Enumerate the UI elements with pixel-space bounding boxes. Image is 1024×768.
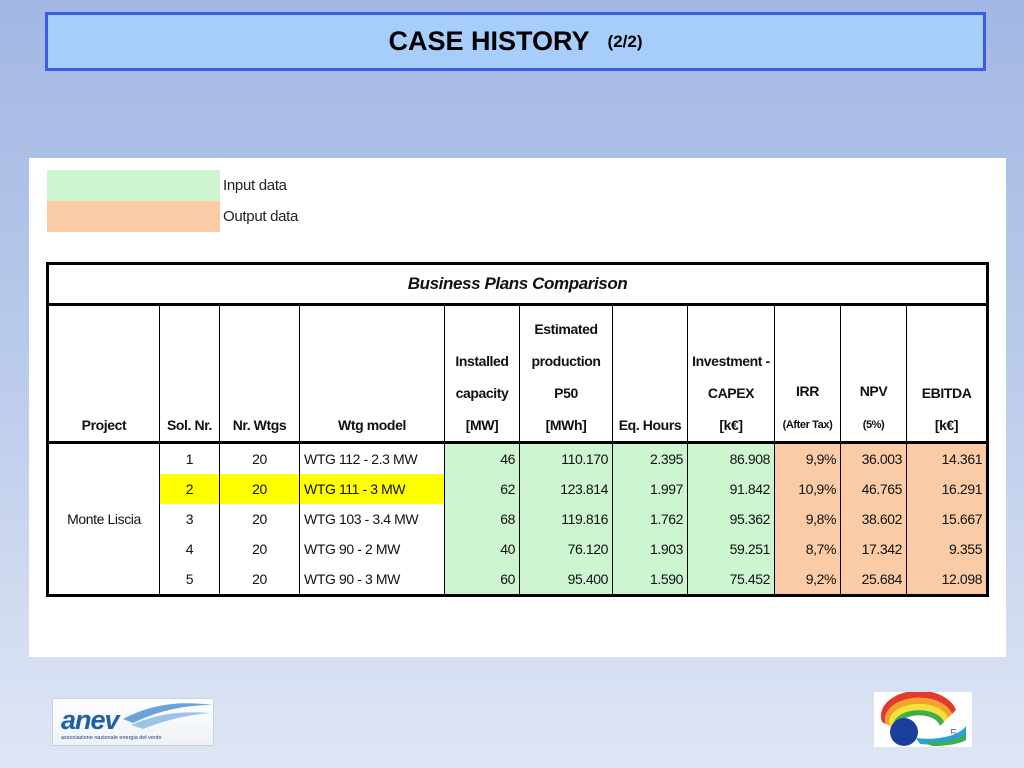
cell-npv: 25.684 [840, 564, 907, 596]
cell-capex: 59.251 [687, 534, 775, 564]
header-eq-hours: Eq. Hours [612, 304, 688, 444]
header-investment: Investment - CAPEX [k€] [687, 304, 775, 444]
header-nr-wtgs: Nr. Wtgs [219, 304, 300, 444]
header-ebitda: EBITDA [k€] [905, 304, 989, 444]
slide-title: CASE HISTORY [388, 26, 590, 56]
header-project: Project [47, 304, 160, 444]
cell-capex: 75.452 [687, 564, 775, 596]
header-npv: NPV (5%) [840, 304, 907, 444]
svg-text:UIL: UIL [918, 717, 941, 733]
page-number: 5 [950, 726, 958, 741]
table-row: Monte Liscia 1 20 WTG 112 - 2.3 MW 46 11… [47, 442, 989, 596]
cell-capex: 86.908 [687, 442, 775, 474]
cell-production: 76.120 [519, 534, 613, 564]
cell-model: WTG 90 - 3 MW [299, 564, 445, 596]
cell-npv: 36.003 [840, 442, 907, 474]
cell-model: WTG 103 - 3.4 MW [299, 504, 445, 534]
anev-swoosh-icon [123, 703, 213, 729]
table-row: 3 20 WTG 103 - 3.4 MW 68 119.816 1.762 9… [48, 504, 989, 534]
cell-ebitda: 12.098 [905, 564, 989, 596]
cell-capacity: 68 [444, 504, 520, 534]
cell-production: 119.816 [519, 504, 613, 534]
legend-input-label: Input data [223, 177, 287, 194]
cell-capex: 95.362 [687, 504, 775, 534]
legend-output-label: Output data [223, 208, 299, 225]
header-estimated-production: Estimated production P50 [MWh] [519, 304, 613, 444]
cell-wtgs: 20 [219, 564, 300, 596]
cell-irr: 10,9% [774, 474, 841, 504]
cell-sol: 3 [159, 504, 220, 534]
content-panel: Input data Output data Business Plans Co… [29, 158, 1006, 657]
header-sol-nr: Sol. Nr. [159, 304, 220, 444]
cell-npv: 17.342 [840, 534, 907, 564]
anev-logo: anev associazione nazionale energia del … [52, 698, 214, 746]
cell-sol: 1 [159, 442, 220, 474]
cell-ebitda: 9.355 [905, 534, 989, 564]
header-irr: IRR (After Tax) [774, 304, 841, 444]
cell-model: WTG 111 - 3 MW [299, 474, 445, 504]
header-wtg-model: Wtg model [299, 304, 445, 444]
table-row: 2 20 WTG 111 - 3 MW 62 123.814 1.997 91.… [48, 474, 989, 504]
legend: Input data Output data [47, 170, 298, 232]
cell-sol: 5 [159, 564, 220, 596]
table-title: Business Plans Comparison [46, 263, 989, 306]
anev-wordmark: anev [61, 705, 120, 735]
cell-irr: 8,7% [774, 534, 841, 564]
cell-hours: 1.762 [612, 504, 688, 534]
legend-input: Input data [47, 170, 298, 201]
cell-wtgs: 20 [219, 474, 300, 504]
cell-wtgs: 20 [219, 504, 300, 534]
cell-npv: 38.602 [840, 504, 907, 534]
table-row: 4 20 WTG 90 - 2 MW 40 76.120 1.903 59.25… [48, 534, 989, 564]
cell-capacity: 62 [444, 474, 520, 504]
legend-input-swatch [47, 170, 220, 201]
cell-hours: 1.590 [612, 564, 688, 596]
uil-logo: UIL [874, 692, 972, 747]
business-plans-table: Business Plans Comparison Project Sol. N… [46, 262, 990, 597]
cell-capacity: 46 [444, 442, 520, 474]
cell-wtgs: 20 [219, 442, 300, 474]
cell-ebitda: 16.291 [905, 474, 989, 504]
cell-model: WTG 112 - 2.3 MW [299, 442, 445, 474]
cell-ebitda: 15.667 [905, 504, 989, 534]
cell-hours: 2.395 [612, 442, 688, 474]
anev-subtitle: associazione nazionale energia del vento [61, 735, 162, 741]
cell-production: 110.170 [519, 442, 613, 474]
cell-sol: 2 [159, 474, 220, 504]
cell-ebitda: 14.361 [905, 442, 989, 474]
uil-emblem-icon: UIL [874, 692, 972, 747]
cell-wtgs: 20 [219, 534, 300, 564]
cell-irr: 9,2% [774, 564, 841, 596]
legend-output-swatch [47, 201, 220, 232]
cell-production: 123.814 [519, 474, 613, 504]
table-row: 5 20 WTG 90 - 3 MW 60 95.400 1.590 75.45… [48, 564, 989, 596]
cell-hours: 1.997 [612, 474, 688, 504]
slide-title-box: CASE HISTORY (2/2) [45, 12, 986, 71]
cell-hours: 1.903 [612, 534, 688, 564]
header-installed-capacity: Installed capacity [MW] [444, 304, 520, 444]
table-header-row: Project Sol. Nr. Nr. Wtgs Wtg model Inst… [47, 304, 989, 444]
cell-capex: 91.842 [687, 474, 775, 504]
cell-capacity: 60 [444, 564, 520, 596]
cell-production: 95.400 [519, 564, 613, 596]
cell-model: WTG 90 - 2 MW [299, 534, 445, 564]
cell-irr: 9,9% [774, 442, 841, 474]
cell-sol: 4 [159, 534, 220, 564]
project-cell: Monte Liscia [47, 442, 160, 596]
cell-npv: 46.765 [840, 474, 907, 504]
cell-capacity: 40 [444, 534, 520, 564]
slide-subtitle: (2/2) [607, 31, 643, 51]
legend-output: Output data [47, 201, 298, 232]
cell-irr: 9,8% [774, 504, 841, 534]
